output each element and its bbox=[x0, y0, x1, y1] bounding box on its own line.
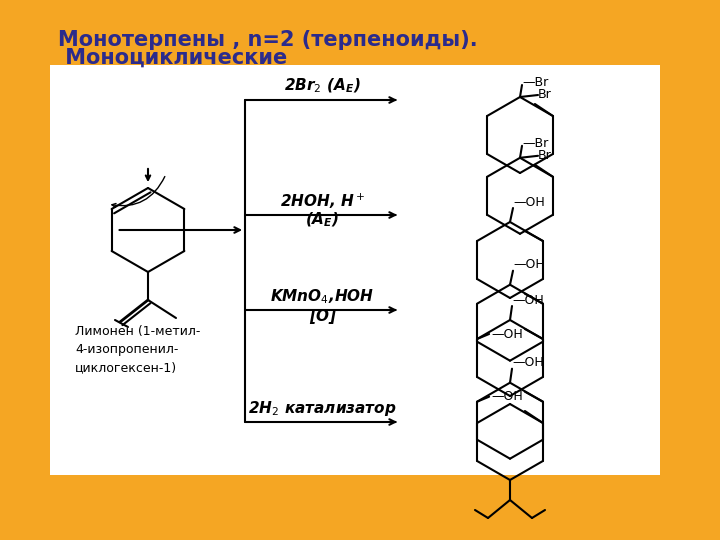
Text: —OH: —OH bbox=[491, 327, 523, 341]
Text: —OH: —OH bbox=[491, 390, 523, 403]
Text: KMnO$_4$,HOH: KMnO$_4$,HOH bbox=[271, 287, 374, 306]
Text: Моноциклические: Моноциклические bbox=[58, 48, 287, 68]
Text: Br: Br bbox=[538, 89, 552, 102]
Text: —OH: —OH bbox=[513, 195, 545, 208]
Text: 2Br$_2$ (A$_\mathregular{E}$): 2Br$_2$ (A$_\mathregular{E}$) bbox=[284, 77, 361, 95]
Text: [O]: [O] bbox=[309, 309, 336, 324]
Bar bbox=[50, 65, 660, 475]
Text: Br: Br bbox=[538, 149, 552, 163]
Text: —OH: —OH bbox=[513, 258, 545, 271]
Text: —Br: —Br bbox=[522, 77, 548, 90]
Text: —Br: —Br bbox=[522, 137, 548, 150]
Text: —OH: —OH bbox=[512, 294, 544, 307]
Text: 2HOH, H$^+$: 2HOH, H$^+$ bbox=[280, 192, 365, 211]
Text: 2H$_2$ катализатор: 2H$_2$ катализатор bbox=[248, 399, 397, 418]
Text: —OH: —OH bbox=[512, 356, 544, 369]
Text: Лимонен (1-метил-
4-изопропенил-
циклогексен-1): Лимонен (1-метил- 4-изопропенил- циклоге… bbox=[75, 325, 200, 374]
Text: Монотерпены , n=2 (терпеноиды).: Монотерпены , n=2 (терпеноиды). bbox=[58, 30, 477, 50]
Text: (A$_\mathregular{E}$): (A$_\mathregular{E}$) bbox=[305, 211, 340, 229]
